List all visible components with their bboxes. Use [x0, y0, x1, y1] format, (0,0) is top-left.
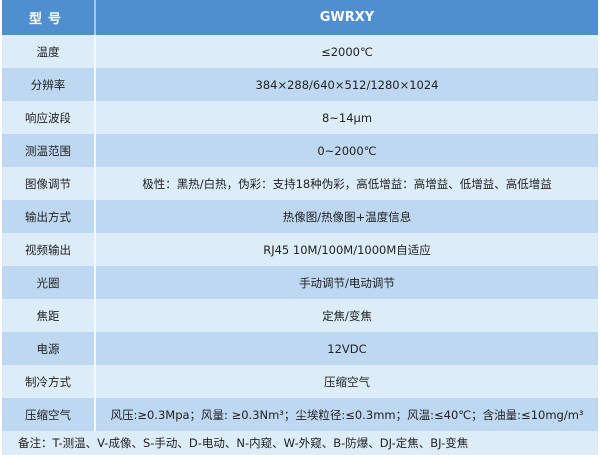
table-header: 型号 GWRXY: [2, 0, 598, 35]
row-value: 8~14μm: [321, 110, 373, 125]
table-row: 分辨率 384×288/640×512/1280×1024: [2, 68, 598, 101]
row-value: 定焦/变焦: [322, 308, 372, 323]
table-row: 电源 12VDC: [2, 332, 598, 365]
row-value: 12VDC: [327, 341, 367, 356]
table-row: 光圈 手动调节/电动调节: [2, 266, 598, 299]
row-key: 视频输出: [2, 233, 96, 266]
table-row: 制冷方式 压缩空气: [2, 365, 598, 398]
table-row: 响应波段 8~14μm: [2, 101, 598, 134]
table-row: 测温范围 0~2000℃: [2, 134, 598, 167]
row-value: 0~2000℃: [317, 143, 377, 158]
row-value: ≤2000℃: [321, 44, 373, 59]
table-row: 输出方式 热像图/热像图+温度信息: [2, 200, 598, 233]
table-row: 图像调节 极性：黑热/白热，伪彩：支持18种伪彩，高低增益：高增益、低增益、高低增…: [2, 167, 598, 200]
table-row: 温度 ≤2000℃: [2, 35, 598, 68]
row-key: 输出方式: [2, 200, 96, 233]
row-key: 分辨率: [2, 68, 96, 101]
row-value: 压缩空气: [324, 374, 370, 389]
row-key: 焦距: [2, 299, 96, 332]
table-row: 焦距 定焦/变焦: [2, 299, 598, 332]
row-key: 光圈: [2, 266, 96, 299]
table-note: 备注：T-测温、V-成像、S-手动、D-电动、N-内窥、W-外窥、B-防爆、DJ…: [2, 431, 598, 455]
row-key: 图像调节: [2, 167, 96, 200]
header-key: 型号: [2, 0, 96, 35]
row-value: 风压:≥0.3Mpa；风量: ≥0.3Nm³；尘埃粒径:≤0.3mm；风温:≤4…: [110, 407, 584, 422]
row-value: 极性：黑热/白热，伪彩：支持18种伪彩，高低增益：高增益、低增益、高低增益: [142, 176, 552, 191]
row-value: 热像图/热像图+温度信息: [282, 209, 412, 224]
row-key: 响应波段: [2, 101, 96, 134]
row-key: 电源: [2, 332, 96, 365]
row-key: 温度: [2, 35, 96, 68]
header-value: GWRXY: [319, 10, 375, 25]
table-row: 视频输出 RJ45 10M/100M/1000M自适应: [2, 233, 598, 266]
row-value: RJ45 10M/100M/1000M自适应: [263, 242, 431, 257]
row-value: 384×288/640×512/1280×1024: [255, 77, 439, 92]
row-key: 测温范围: [2, 134, 96, 167]
row-value: 手动调节/电动调节: [299, 275, 395, 290]
row-key: 制冷方式: [2, 365, 96, 398]
row-key: 压缩空气: [2, 398, 96, 431]
table-row: 压缩空气 风压:≥0.3Mpa；风量: ≥0.3Nm³；尘埃粒径:≤0.3mm；风…: [2, 398, 598, 431]
